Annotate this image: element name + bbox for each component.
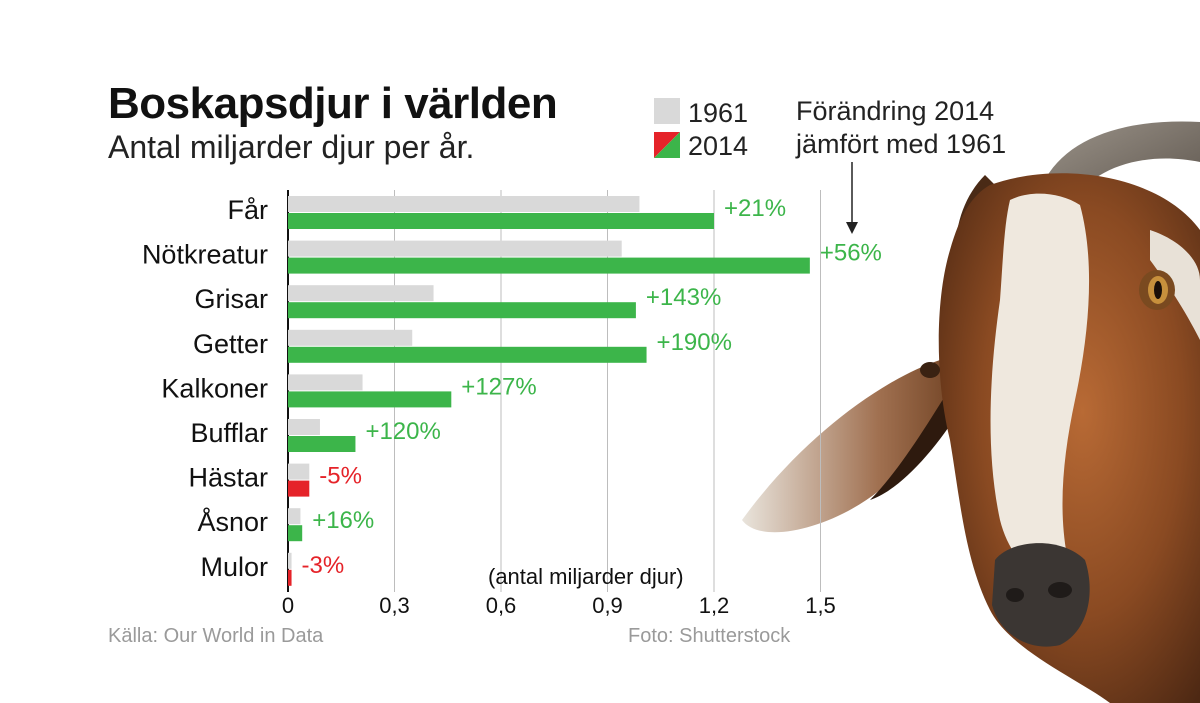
change-label: +21% bbox=[724, 195, 786, 222]
x-tick-label: 0,9 bbox=[592, 593, 623, 618]
annotation-line-1: Förändring 2014 bbox=[796, 96, 994, 126]
goat-head-icon bbox=[742, 121, 1200, 703]
x-tick-label: 1,2 bbox=[699, 593, 730, 618]
annotation-arrow-head bbox=[846, 222, 858, 234]
change-label: +190% bbox=[657, 329, 732, 356]
bar-2014 bbox=[288, 213, 714, 229]
category-label: Mulor bbox=[200, 552, 268, 582]
bar-2014 bbox=[288, 480, 310, 497]
legend-label-2014: 2014 bbox=[688, 131, 748, 161]
bar-2014 bbox=[288, 346, 647, 363]
chart-subtitle: Antal miljarder djur per år. bbox=[108, 129, 474, 165]
bar-1961 bbox=[288, 329, 413, 346]
source-credit: Källa: Our World in Data bbox=[108, 625, 324, 647]
bar-1961 bbox=[288, 240, 622, 257]
change-label: -3% bbox=[302, 552, 345, 579]
annotation-line-2: jämfört med 1961 bbox=[795, 129, 1006, 159]
bar-1961 bbox=[288, 285, 434, 302]
legend: 1961 2014 bbox=[654, 98, 748, 161]
category-label: Bufflar bbox=[190, 418, 268, 448]
bar-1961 bbox=[288, 508, 301, 525]
category-label: Getter bbox=[193, 329, 268, 359]
change-label: +127% bbox=[461, 373, 536, 400]
legend-label-1961: 1961 bbox=[688, 98, 748, 128]
bar-1961 bbox=[288, 463, 310, 480]
bar-2014 bbox=[288, 436, 356, 452]
x-axis-title: (antal miljarder djur) bbox=[488, 564, 684, 589]
x-tick-label: 0,3 bbox=[379, 593, 410, 618]
bar-1961 bbox=[288, 374, 363, 391]
category-label: Får bbox=[228, 195, 269, 225]
category-label: Kalkoner bbox=[161, 373, 268, 403]
bar-2014 bbox=[288, 525, 303, 542]
x-tick-label: 0 bbox=[282, 593, 294, 618]
legend-swatch-2014-increase bbox=[654, 132, 680, 158]
change-label: +143% bbox=[646, 284, 721, 311]
bar-1961 bbox=[288, 552, 292, 569]
legend-swatch-1961 bbox=[654, 98, 680, 124]
change-label: +56% bbox=[820, 240, 882, 267]
category-label: Nötkreatur bbox=[142, 240, 268, 270]
x-tick-label: 0,6 bbox=[486, 593, 517, 618]
category-label: Grisar bbox=[195, 284, 269, 314]
bar-1961 bbox=[288, 419, 320, 435]
photo-credit: Foto: Shutterstock bbox=[628, 625, 791, 647]
bars bbox=[288, 196, 810, 586]
change-label: +120% bbox=[365, 418, 440, 445]
bar-2014 bbox=[288, 302, 636, 319]
change-label: -5% bbox=[319, 463, 362, 490]
category-label: Åsnor bbox=[197, 506, 268, 537]
bar-1961 bbox=[288, 196, 640, 212]
labels: 0 0,3 0,6 0,9 1,2 1,5 Får +21% Nötkreatur +56% Gri… bbox=[142, 195, 882, 618]
change-annotation: Förändring 2014 jämfört med 1961 bbox=[795, 96, 1006, 234]
change-label: +16% bbox=[312, 507, 374, 534]
bar-2014 bbox=[288, 257, 810, 274]
gridlines bbox=[287, 190, 821, 592]
category-label: Hästar bbox=[188, 463, 268, 493]
x-tick-label: 1,5 bbox=[805, 593, 836, 618]
bar-2014 bbox=[288, 569, 292, 586]
bar-2014 bbox=[288, 391, 452, 408]
chart-title: Boskapsdjur i världen bbox=[108, 79, 557, 128]
